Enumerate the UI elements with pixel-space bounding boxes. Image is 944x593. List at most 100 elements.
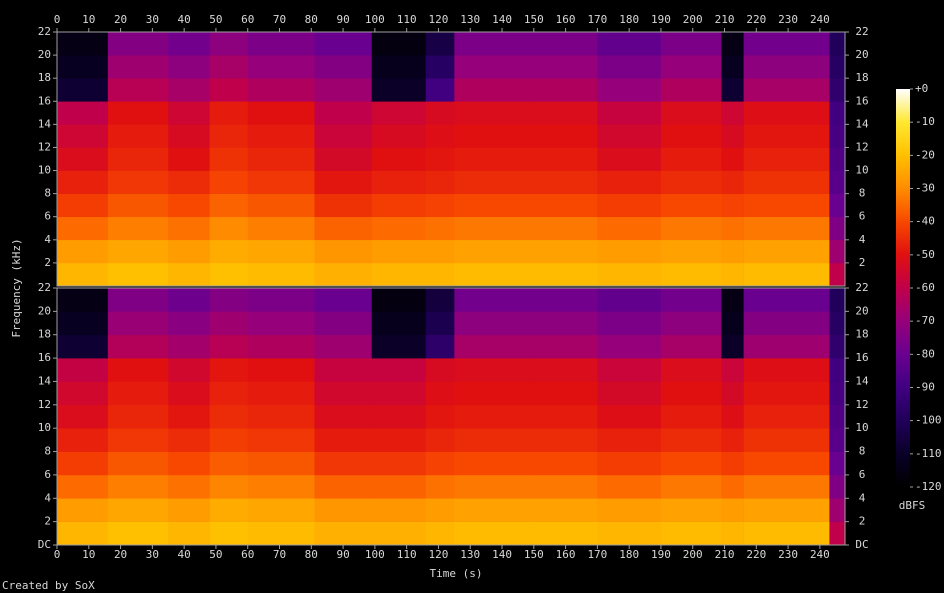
x-tick-label-top: 50 xyxy=(209,13,222,26)
spectrogram-cell xyxy=(247,358,315,382)
spectrogram-cell xyxy=(209,78,249,102)
spectrogram-cell xyxy=(314,521,372,546)
y-tick-label-right: 22 xyxy=(855,281,868,294)
spectrogram-cell xyxy=(209,451,249,476)
spectrogram-cell xyxy=(533,124,598,148)
y-axis-label: Frequency (kHz) xyxy=(10,238,23,337)
spectrogram-cell xyxy=(247,124,315,148)
spectrogram-cell xyxy=(721,55,744,79)
spectrogram-cell xyxy=(168,262,210,287)
spectrogram-cell xyxy=(660,451,722,476)
y-tick-label-right: 6 xyxy=(859,468,866,481)
spectrogram-cell xyxy=(247,334,315,359)
x-tick-label-top: 120 xyxy=(429,13,449,26)
spectrogram-cell xyxy=(660,216,722,241)
y-tick-label: 14 xyxy=(38,117,52,130)
spectrogram-cell xyxy=(371,216,427,241)
spectrogram-cell xyxy=(454,124,535,148)
spectrogram-cell xyxy=(743,428,830,452)
spectrogram-cell xyxy=(168,451,210,476)
spectrogram-cell xyxy=(533,170,598,194)
spectrogram-cell xyxy=(597,334,662,359)
spectrogram-cell xyxy=(660,55,722,79)
spectrogram-cell xyxy=(829,428,846,452)
spectrogram-cell xyxy=(829,78,846,102)
y-tick-label: 12 xyxy=(38,398,51,411)
spectrogram-cell xyxy=(57,55,109,79)
spectrogram-cell xyxy=(721,521,744,546)
x-tick-label-top: 130 xyxy=(460,13,480,26)
spectrogram-cell xyxy=(660,358,722,382)
spectrogram-cell xyxy=(209,32,249,56)
spectrogram-cell xyxy=(247,404,315,429)
spectrogram-cell xyxy=(209,428,249,452)
spectrogram-cell xyxy=(371,262,427,287)
spectrogram-cell xyxy=(597,124,662,148)
spectrogram-cell xyxy=(107,428,169,452)
spectrogram-cell xyxy=(57,78,109,102)
spectrogram-cell xyxy=(107,170,169,194)
spectrogram-cell xyxy=(454,358,535,382)
spectrogram-cell xyxy=(371,474,427,499)
spectrogram-cell xyxy=(107,147,169,171)
y-tick-label-right: 20 xyxy=(855,304,868,317)
x-tick-label-top: 90 xyxy=(336,13,349,26)
spectrogram-cell xyxy=(454,404,535,429)
x-tick-label: 60 xyxy=(241,548,254,561)
spectrogram-cell xyxy=(721,358,744,382)
spectrogram-cell xyxy=(533,451,598,476)
y-tick-label-right: 12 xyxy=(855,398,868,411)
spectrogram-cell xyxy=(660,193,722,218)
spectrogram-cell xyxy=(107,521,169,546)
spectrogram-cell xyxy=(168,78,210,102)
spectrogram-cell xyxy=(454,78,535,102)
spectrogram-cell xyxy=(597,311,662,336)
y-tick-label: 22 xyxy=(38,25,51,38)
spectrogram-cell xyxy=(168,216,210,241)
spectrogram-cell xyxy=(168,170,210,194)
spectrogram-cell xyxy=(721,147,744,171)
y-tick-label-right: 22 xyxy=(855,25,868,38)
spectrogram-cell xyxy=(314,216,372,241)
spectrogram-cell xyxy=(743,239,830,264)
spectrogram-cell xyxy=(371,381,427,406)
spectrogram-cell xyxy=(371,78,427,102)
spectrogram-cell xyxy=(660,78,722,102)
spectrogram-cell xyxy=(425,193,455,218)
colorbar-tick-label: -110 xyxy=(915,447,942,460)
spectrogram-cell xyxy=(168,32,210,56)
x-tick-label: 170 xyxy=(587,548,607,561)
spectrogram-cell xyxy=(721,451,744,476)
x-tick-label-top: 200 xyxy=(683,13,703,26)
x-tick-label: 40 xyxy=(178,548,191,561)
colorbar-tick-label: -60 xyxy=(915,281,935,294)
spectrogram-cell xyxy=(660,262,722,287)
spectrogram-cell xyxy=(168,124,210,148)
spectrogram-cell xyxy=(209,101,249,125)
spectrogram-cell xyxy=(743,474,830,499)
spectrogram-cell xyxy=(371,451,427,476)
spectrogram-cell xyxy=(57,170,109,194)
x-tick-label: 160 xyxy=(556,548,576,561)
y-tick-label: 4 xyxy=(44,491,51,504)
spectrogram-cell xyxy=(314,193,372,218)
y-tick-label: 10 xyxy=(38,421,51,434)
x-tick-label: 200 xyxy=(683,548,703,561)
spectrogram-cell xyxy=(829,262,846,287)
y-tick-label-right: 8 xyxy=(859,445,866,458)
y-tick-label: 6 xyxy=(44,210,51,223)
spectrogram-cell xyxy=(533,78,598,102)
y-tick-label: 4 xyxy=(44,233,51,246)
x-tick-label: 210 xyxy=(715,548,735,561)
spectrogram-cell xyxy=(314,147,372,171)
spectrogram-cell xyxy=(533,521,598,546)
spectrogram-cell xyxy=(743,124,830,148)
spectrogram-cell xyxy=(247,193,315,218)
spectrogram-cell xyxy=(425,55,455,79)
spectrogram-cell xyxy=(57,147,109,171)
spectrogram-cell xyxy=(247,428,315,452)
spectrogram-cell xyxy=(533,216,598,241)
spectrogram-cell xyxy=(743,170,830,194)
y-tick-label-right: 8 xyxy=(859,187,866,200)
spectrogram-cell xyxy=(743,216,830,241)
